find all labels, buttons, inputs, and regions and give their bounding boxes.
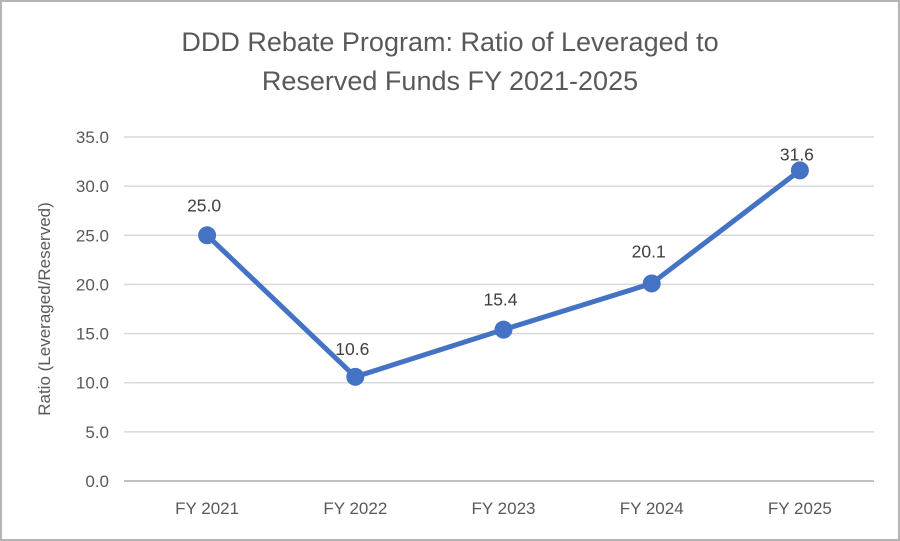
- data-point-marker: [494, 320, 513, 339]
- y-axis-tick-label: 20.0: [76, 275, 109, 294]
- data-point-label: 25.0: [187, 195, 221, 215]
- y-axis-tick-label: 25.0: [76, 226, 109, 245]
- data-point-marker: [790, 161, 809, 180]
- x-axis-tick-label: FY 2021: [175, 499, 239, 518]
- y-axis-tick-label: 0.0: [85, 472, 109, 491]
- data-point-marker: [198, 226, 217, 245]
- y-axis-tick-label: 10.0: [76, 374, 109, 393]
- data-point-label: 15.4: [483, 290, 517, 310]
- y-axis-title: Ratio (Leveraged/Reserved): [35, 202, 54, 416]
- x-axis-tick-label: FY 2022: [323, 499, 387, 518]
- data-point-label: 31.6: [780, 144, 814, 164]
- x-axis-tick-label: FY 2023: [472, 499, 536, 518]
- y-axis-tick-label: 5.0: [85, 423, 109, 442]
- data-point-label: 10.6: [335, 339, 369, 359]
- data-point-marker: [346, 367, 365, 386]
- data-line: [204, 167, 803, 380]
- x-axis-tick-label: FY 2024: [620, 499, 684, 518]
- data-point-label: 20.1: [632, 241, 666, 261]
- y-axis-tick-label: 30.0: [76, 177, 109, 196]
- data-point-marker: [642, 274, 661, 293]
- y-axis-tick-label: 35.0: [76, 128, 109, 147]
- y-axis-tick-label: 15.0: [76, 325, 109, 344]
- x-axis-tick-label: FY 2025: [768, 499, 832, 518]
